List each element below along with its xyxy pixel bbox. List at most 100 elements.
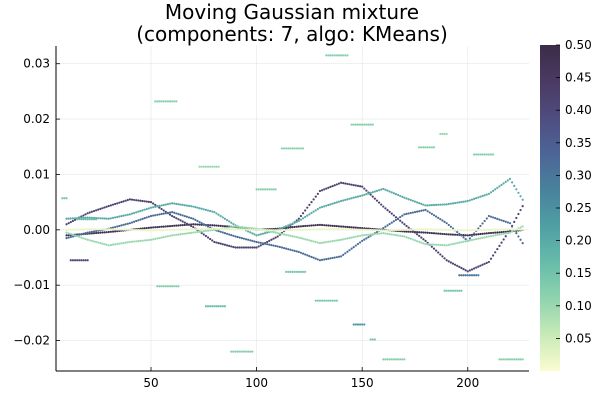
data-point	[297, 147, 300, 150]
data-point	[145, 200, 148, 203]
data-point	[107, 217, 110, 220]
data-point	[141, 217, 144, 220]
data-point	[451, 228, 455, 232]
data-point	[361, 323, 364, 326]
data-point	[71, 233, 74, 236]
data-point	[80, 218, 83, 221]
data-point	[204, 305, 208, 308]
data-point	[82, 232, 85, 235]
data-point	[468, 234, 471, 237]
data-point	[439, 132, 442, 136]
data-point	[443, 257, 446, 260]
data-point	[147, 207, 151, 210]
chart-title: Moving Gaussian mixture (components: 7, …	[136, 0, 448, 46]
data-point	[173, 233, 176, 237]
data-point	[327, 203, 330, 207]
data-point	[479, 237, 482, 240]
data-point	[249, 239, 252, 242]
data-point	[424, 204, 427, 207]
data-point	[204, 208, 208, 211]
data-point	[67, 234, 70, 237]
data-point	[424, 146, 427, 149]
data-point	[451, 242, 455, 246]
data-point	[384, 225, 387, 228]
data-point	[164, 285, 167, 288]
data-point	[521, 225, 524, 228]
data-point	[424, 231, 427, 234]
data-point	[177, 224, 180, 227]
data-point	[487, 153, 490, 156]
data-point	[443, 232, 446, 236]
data-point	[371, 233, 374, 236]
data-point	[295, 228, 298, 231]
data-point	[272, 231, 275, 234]
data-point	[86, 238, 89, 241]
data-point	[489, 191, 493, 194]
data-point	[289, 270, 292, 273]
data-point	[479, 228, 482, 232]
data-point	[194, 218, 197, 221]
data-point	[90, 239, 93, 242]
data-point	[73, 218, 77, 221]
data-point	[308, 255, 311, 258]
data-point	[335, 228, 338, 231]
data-point	[430, 245, 433, 248]
data-point	[365, 123, 368, 126]
data-point	[156, 285, 159, 288]
data-point	[173, 285, 176, 288]
data-point	[314, 257, 317, 260]
data-point	[162, 225, 165, 228]
data-point	[441, 219, 444, 222]
data-point	[470, 198, 474, 201]
data-point	[352, 226, 355, 229]
data-point	[462, 236, 465, 239]
data-point	[445, 244, 448, 247]
data-point	[187, 223, 191, 226]
data-point	[190, 224, 193, 228]
data-point	[430, 228, 433, 231]
data-point	[135, 228, 138, 232]
data-point	[105, 217, 108, 220]
data-point	[200, 231, 203, 235]
data-point	[310, 239, 313, 242]
data-point	[228, 220, 231, 223]
data-point	[209, 224, 212, 227]
data-point	[299, 270, 303, 273]
data-point	[88, 231, 91, 234]
data-point	[240, 226, 243, 229]
data-point	[409, 211, 412, 215]
data-point	[109, 217, 113, 220]
data-point	[356, 228, 360, 231]
data-point	[291, 249, 294, 252]
data-point	[160, 212, 163, 216]
data-point	[337, 182, 341, 185]
data-point	[128, 240, 132, 244]
data-point	[135, 199, 138, 202]
data-point	[204, 224, 208, 227]
data-point	[251, 239, 254, 242]
data-point	[211, 165, 214, 168]
data-point	[225, 244, 229, 247]
data-point	[405, 212, 408, 215]
data-point	[333, 299, 336, 302]
data-point	[399, 234, 402, 237]
data-point	[266, 188, 269, 191]
data-point	[230, 234, 233, 237]
data-point	[494, 228, 497, 231]
data-point	[456, 264, 459, 267]
data-point	[409, 230, 412, 233]
data-point	[257, 233, 260, 236]
data-point	[390, 212, 393, 215]
data-point	[137, 240, 140, 243]
data-point	[204, 229, 208, 233]
data-point	[492, 189, 495, 192]
data-point	[386, 209, 389, 212]
data-point	[238, 225, 241, 229]
data-point	[504, 358, 507, 361]
data-point	[331, 202, 334, 205]
data-point	[181, 214, 184, 217]
data-point	[409, 228, 412, 231]
data-point	[424, 243, 427, 246]
data-point	[285, 270, 288, 273]
data-point	[213, 240, 216, 244]
